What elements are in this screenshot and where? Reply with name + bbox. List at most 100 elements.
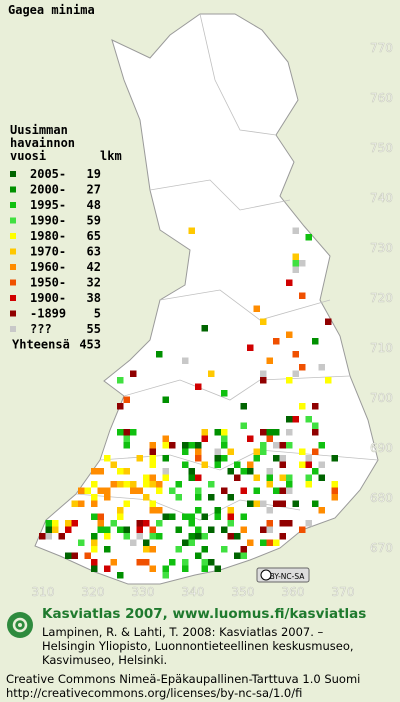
observation-dot [45, 520, 52, 527]
observation-dot [279, 500, 286, 507]
observation-dot [260, 370, 267, 377]
observation-dot [253, 474, 260, 481]
observation-dot [292, 227, 299, 234]
observation-dot [39, 533, 46, 540]
observation-dot [182, 513, 189, 520]
observation-dot [240, 422, 247, 429]
observation-dot [286, 429, 293, 436]
legend-count: 5 [94, 307, 101, 321]
legend-count: 38 [87, 291, 101, 305]
observation-dot [227, 494, 234, 501]
observation-dot [208, 370, 215, 377]
legend-swatch [10, 217, 16, 224]
observation-dot [175, 526, 182, 533]
observation-dot [123, 500, 130, 507]
observation-dot [149, 500, 156, 507]
observation-dot [188, 520, 195, 527]
northing-label: 720 [370, 291, 393, 305]
legend-label: 1950- [30, 276, 66, 290]
northing-label: 770 [370, 41, 393, 55]
observation-dot [273, 539, 280, 546]
badge-text: BY-NC-SA [270, 572, 306, 581]
observation-dot [123, 429, 130, 436]
observation-dot [273, 500, 280, 507]
footer-heading: Kasviatlas 2007, www.luomus.fi/kasviatla… [42, 606, 366, 622]
observation-dots [39, 227, 338, 579]
observation-dot [188, 227, 195, 234]
observation-dot [123, 468, 130, 475]
observation-dot [175, 494, 182, 501]
legend-label: 1995- [30, 198, 66, 212]
citation-line: Kasvimuseo, Helsinki. [42, 653, 167, 667]
observation-dot [240, 487, 247, 494]
observation-dot [221, 435, 228, 442]
observation-dot [292, 500, 299, 507]
observation-dot [188, 468, 195, 475]
observation-dot [227, 513, 234, 520]
observation-dot [247, 344, 254, 351]
observation-dot [188, 539, 195, 546]
observation-dot [195, 533, 202, 540]
observation-dot [182, 461, 189, 468]
observation-dot [266, 357, 273, 364]
observation-dot [188, 513, 195, 520]
observation-dot [253, 500, 260, 507]
observation-dot [266, 429, 273, 436]
observation-dot [292, 370, 299, 377]
observation-dot [117, 572, 124, 579]
observation-dot [240, 546, 247, 553]
observation-dot [266, 435, 273, 442]
observation-dot [227, 520, 234, 527]
legend-label: -1899 [30, 307, 66, 321]
legend-count: 27 [87, 183, 101, 197]
observation-dot [195, 487, 202, 494]
observation-dot [292, 351, 299, 358]
observation-dot [65, 520, 72, 527]
observation-dot [299, 448, 306, 455]
observation-dot [279, 442, 286, 449]
observation-dot [253, 448, 260, 455]
observation-dot [331, 494, 338, 501]
observation-dot [227, 448, 234, 455]
observation-dot [162, 396, 169, 403]
northing-label: 700 [370, 391, 393, 405]
observation-dot [201, 325, 208, 332]
observation-dot [149, 565, 156, 572]
legend-swatch [10, 171, 16, 177]
observation-dot [91, 539, 98, 546]
observation-dot [195, 526, 202, 533]
observation-dot [312, 468, 319, 475]
observation-dot [214, 429, 221, 436]
observation-dot [149, 507, 156, 514]
observation-dot [136, 526, 143, 533]
legend-total-label: Yhteensä [12, 338, 70, 352]
observation-dot [318, 442, 325, 449]
observation-dot [214, 448, 221, 455]
legend-count: 32 [87, 276, 101, 290]
observation-dot [104, 526, 111, 533]
observation-dot [52, 526, 59, 533]
legend-count: 42 [87, 260, 101, 274]
observation-dot [169, 513, 176, 520]
observation-dot [117, 507, 124, 514]
observation-dot [214, 455, 221, 462]
easting-label: 360 [282, 585, 305, 599]
observation-dot [65, 552, 72, 559]
observation-dot [195, 507, 202, 514]
observation-dot [143, 494, 150, 501]
observation-dot [123, 481, 130, 488]
license-line: Creative Commons Nimeä-Epäkaupallinen-Ta… [6, 672, 360, 686]
observation-dot [45, 533, 52, 540]
observation-dot [234, 552, 241, 559]
legend-swatch [10, 233, 16, 239]
easting-label: 350 [232, 585, 255, 599]
observation-dot [273, 487, 280, 494]
observation-dot [97, 513, 104, 520]
observation-dot [143, 481, 150, 488]
observation-dot [162, 435, 169, 442]
observation-dot [208, 481, 215, 488]
legend-label: 2000- [30, 183, 66, 197]
observation-dot [240, 403, 247, 410]
observation-dot [286, 474, 293, 481]
observation-dot [71, 500, 78, 507]
